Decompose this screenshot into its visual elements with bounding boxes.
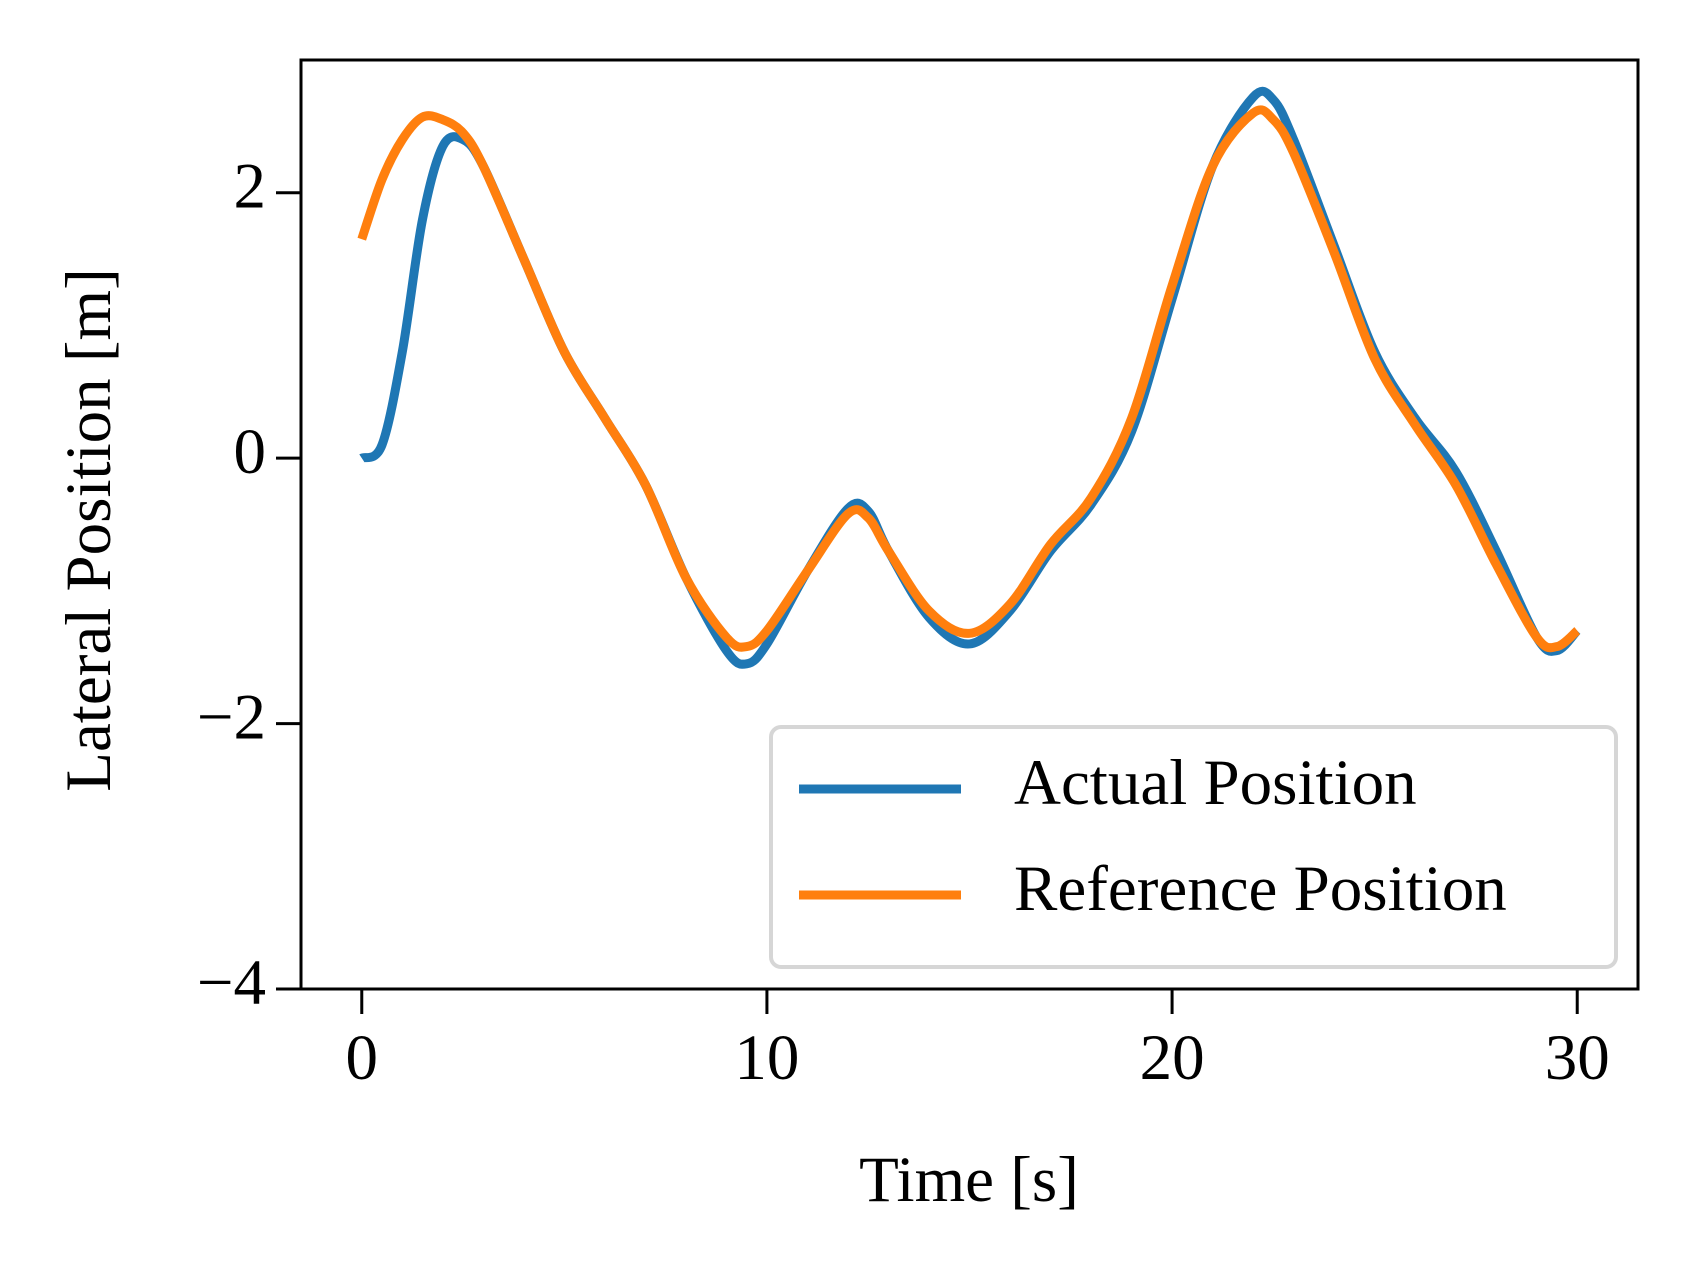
y-tick-label: 2 (234, 151, 267, 223)
legend-box (769, 725, 1618, 969)
x-axis-label: Time [s] (859, 1144, 1079, 1216)
y-tick-label: 0 (234, 416, 267, 488)
x-tick-label: 30 (1545, 1022, 1610, 1094)
x-tick-label: 0 (346, 1022, 379, 1094)
x-tick-label: 20 (1140, 1022, 1205, 1094)
y-tick-label: −2 (197, 681, 266, 753)
legend-label: Reference Position (1014, 853, 1507, 925)
y-tick-label: −4 (197, 947, 266, 1019)
y-axis-label: Lateral Position [m] (53, 268, 125, 792)
axes-frame (299, 58, 1640, 991)
legend-label: Actual Position (1014, 747, 1417, 819)
data-line (357, 105, 1581, 653)
x-tick-label: 10 (734, 1022, 799, 1094)
data-line (359, 86, 1581, 669)
